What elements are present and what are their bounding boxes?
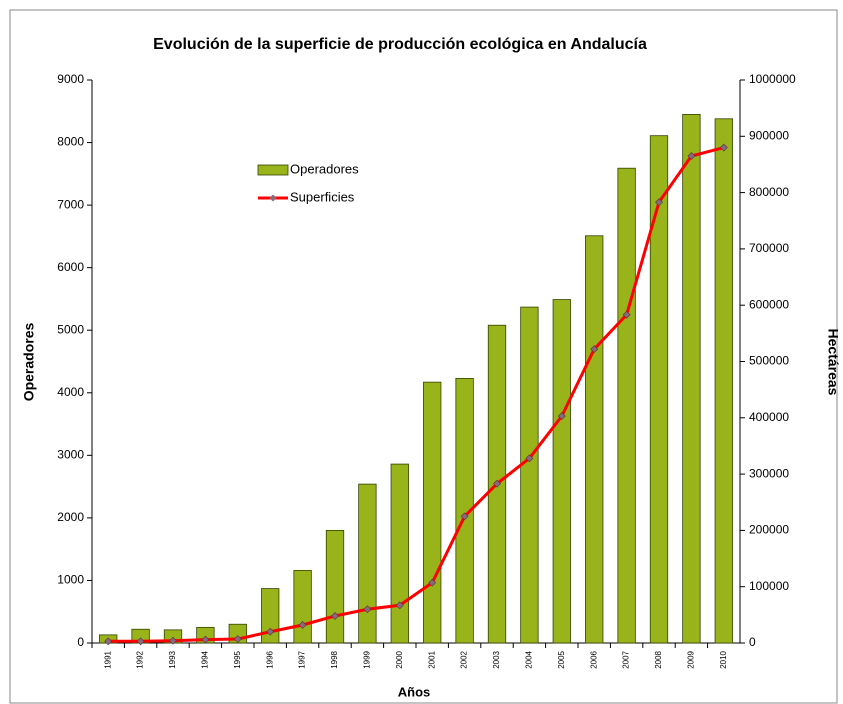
- y-tick-label: 3000: [57, 448, 84, 462]
- bar: [520, 306, 539, 644]
- line-marker: [557, 412, 566, 421]
- x-tick-label: 2005: [557, 650, 566, 668]
- line: [108, 146, 725, 643]
- y2-tick-label: 200000: [749, 523, 789, 537]
- line-marker: [525, 454, 534, 463]
- chart-title: Evolución de la superficie de producción…: [153, 36, 647, 53]
- line-marker: [233, 635, 242, 643]
- bar: [293, 570, 312, 644]
- line-marker: [201, 635, 210, 644]
- bar: [714, 118, 733, 644]
- bar: [325, 530, 345, 644]
- line-marker: [460, 512, 469, 521]
- y-tick-label: 5000: [57, 322, 84, 336]
- x-tick-label: 1992: [136, 650, 145, 668]
- x-tick-label: 1999: [363, 650, 372, 668]
- x-tick-label: 1993: [168, 650, 177, 668]
- y2-tick-label: 100000: [749, 579, 789, 593]
- bar: [617, 167, 636, 644]
- line-marker: [136, 637, 145, 646]
- y2-tick-label: 0: [749, 635, 756, 649]
- bar: [682, 114, 701, 644]
- x-tick-label: 2006: [589, 650, 598, 668]
- y-tick-label: 7000: [57, 197, 84, 211]
- y-tick-label: 4000: [57, 385, 84, 399]
- x-tick-label: 1991: [103, 650, 112, 668]
- bar: [649, 135, 669, 644]
- x-tick-label: 2009: [687, 650, 696, 668]
- bar: [585, 235, 604, 644]
- y2-tick-label: 500000: [749, 354, 789, 368]
- y2-tick-label: 800000: [749, 185, 789, 199]
- x-tick-label: 1996: [265, 650, 274, 668]
- y2-tick-label: 400000: [749, 410, 789, 424]
- line-marker: [395, 601, 404, 610]
- line-marker: [169, 636, 177, 645]
- line-marker: [687, 152, 696, 160]
- line-marker: [655, 198, 663, 207]
- y2-axis-title: Hectáreas: [825, 329, 841, 396]
- y-tick-label: 8000: [57, 135, 84, 149]
- line-marker: [719, 143, 728, 152]
- bar: [455, 377, 474, 644]
- bar: [552, 299, 571, 644]
- line-marker: [622, 310, 631, 319]
- line-marker: [266, 627, 275, 636]
- x-tick-label: 2010: [719, 650, 728, 668]
- y-tick-label: 1000: [57, 573, 84, 587]
- line-marker: [590, 345, 599, 354]
- y-tick-label: 9000: [57, 72, 84, 86]
- x-tick-label: 1994: [201, 650, 210, 668]
- legend-swatch: [257, 164, 289, 176]
- y2-tick-label: 300000: [749, 466, 789, 480]
- bar: [358, 483, 377, 644]
- line-marker: [363, 605, 372, 614]
- line-marker: [331, 612, 339, 620]
- x-tick-label: 2007: [622, 650, 631, 668]
- x-tick-label: 1997: [298, 650, 307, 668]
- x-tick-label: 1995: [233, 650, 242, 668]
- x-tick-label: 2004: [525, 650, 534, 668]
- x-tick-label: 2003: [492, 650, 501, 668]
- y2-tick-label: 900000: [749, 128, 789, 142]
- bar: [390, 463, 409, 644]
- x-tick-label: 2008: [654, 650, 663, 668]
- y-axis-title: Operadores: [21, 322, 37, 401]
- y-tick-label: 6000: [57, 260, 84, 274]
- legend-label: Operadores: [290, 161, 359, 176]
- x-tick-label: 2001: [427, 650, 436, 668]
- line-marker: [298, 621, 307, 629]
- bar: [423, 381, 442, 644]
- line-marker: [493, 479, 501, 488]
- x-tick-label: 2000: [395, 650, 404, 668]
- legend-label: Superficies: [290, 189, 355, 204]
- line-marker: [428, 578, 437, 587]
- y2-tick-label: 1000000: [749, 72, 796, 86]
- y2-tick-label: 700000: [749, 241, 789, 255]
- x-tick-label: 1998: [330, 650, 339, 668]
- legend-marker: [269, 194, 277, 202]
- x-axis-title: Años: [398, 684, 431, 699]
- y-tick-label: 2000: [57, 510, 84, 524]
- y2-tick-label: 600000: [749, 297, 789, 311]
- y-tick-label: 0: [77, 635, 84, 649]
- line-marker: [104, 637, 113, 646]
- x-tick-label: 2002: [460, 650, 469, 668]
